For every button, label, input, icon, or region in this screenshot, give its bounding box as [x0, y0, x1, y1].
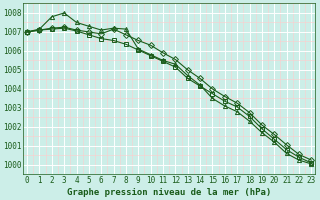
X-axis label: Graphe pression niveau de la mer (hPa): Graphe pression niveau de la mer (hPa): [67, 188, 271, 197]
